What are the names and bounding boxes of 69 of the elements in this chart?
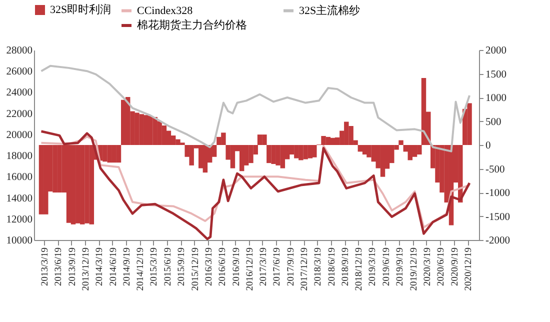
y2-tick-label: -1000 bbox=[486, 188, 510, 199]
x-tick-label: 2013/6/19 bbox=[54, 247, 64, 286]
bar bbox=[66, 145, 72, 223]
y-tick-label: 12000 bbox=[6, 214, 32, 226]
y-tick-label: 24000 bbox=[6, 88, 32, 99]
x-tick-label: 2016/9/19 bbox=[232, 247, 242, 286]
x-tick-label: 2019/9/19 bbox=[396, 247, 406, 286]
x-tick-label: 2015/12/19 bbox=[190, 247, 201, 291]
x-tick-label: 2020/9/19 bbox=[450, 247, 460, 286]
x-tick-label: 2018/9/19 bbox=[341, 247, 352, 286]
x-tick-label: 2014/3/19 bbox=[95, 247, 106, 286]
x-tick-label: 2018/3/19 bbox=[314, 247, 324, 286]
line-series bbox=[40, 130, 471, 240]
x-tick-label: 2020/12/19 bbox=[464, 247, 474, 291]
x-tick-label: 2015/6/19 bbox=[163, 247, 174, 286]
x-tick-label: 2017/3/19 bbox=[258, 247, 269, 286]
bar bbox=[312, 145, 317, 158]
y2-tick-label: -2000 bbox=[486, 236, 510, 246]
y-tick-label: 10000 bbox=[6, 236, 32, 246]
x-tick-label: 2019/12/19 bbox=[409, 247, 420, 291]
y2-tick-label: 1000 bbox=[486, 93, 506, 104]
x-tick-label: 2014/12/19 bbox=[136, 247, 146, 291]
y2-tick-label: 0 bbox=[486, 140, 491, 152]
x-tick-label: 2015/9/19 bbox=[177, 247, 188, 286]
bar bbox=[198, 145, 204, 168]
legend-label: 32S主流棉纱 bbox=[299, 4, 360, 17]
x-tick-label: 2016/12/19 bbox=[246, 247, 256, 291]
bar bbox=[121, 100, 126, 145]
x-tick-label: 2019/3/19 bbox=[368, 247, 378, 286]
bar bbox=[202, 145, 208, 173]
x-tick-label: 2018/6/19 bbox=[327, 247, 338, 286]
x-tick-label: 2017/12/19 bbox=[300, 247, 310, 291]
x-tick-label: 2013/3/19 bbox=[40, 247, 50, 286]
y-tick-label: 22000 bbox=[6, 108, 32, 120]
x-tick-label: 2015/3/19 bbox=[150, 247, 160, 286]
x-tick-label: 2017/9/19 bbox=[286, 247, 297, 286]
x-tick-label: 2016/3/19 bbox=[204, 247, 214, 286]
legend-label: CCindex328 bbox=[137, 4, 194, 17]
y2-tick-label: 2000 bbox=[486, 46, 506, 56]
x-tick-label: 2020/3/19 bbox=[422, 247, 433, 286]
x-tick-label: 2013/12/19 bbox=[82, 247, 92, 291]
y-tick-label: 20000 bbox=[6, 130, 32, 141]
line-series bbox=[40, 64, 471, 152]
x-tick-label: 2014/6/19 bbox=[108, 247, 119, 286]
legend-label: 棉花期货主力合约价格 bbox=[137, 18, 247, 32]
x-tick-label: 2017/6/19 bbox=[272, 247, 283, 286]
y-tick-label: 14000 bbox=[6, 193, 32, 204]
x-tick-label: 2013/9/19 bbox=[68, 247, 78, 286]
bar bbox=[239, 145, 244, 172]
y2-tick-label: 500 bbox=[486, 116, 502, 128]
legend-label: 32S即时利润 bbox=[50, 3, 112, 16]
bar bbox=[358, 145, 363, 152]
line-series bbox=[40, 136, 471, 228]
x-tick-label: 2016/6/19 bbox=[218, 247, 228, 286]
x-tick-label: 2018/12/19 bbox=[354, 247, 365, 291]
y-tick-label: 26000 bbox=[6, 66, 32, 78]
bar bbox=[70, 145, 76, 224]
bar bbox=[38, 145, 44, 214]
y-tick-label: 18000 bbox=[6, 151, 32, 162]
x-tick-label: 2020/6/19 bbox=[436, 247, 447, 286]
y2-tick-label: -1500 bbox=[486, 212, 510, 223]
y-tick-label: 28000 bbox=[6, 46, 32, 56]
bar bbox=[366, 145, 372, 158]
bar bbox=[330, 138, 336, 145]
x-tick-label: 2019/6/19 bbox=[382, 247, 392, 286]
y-tick-label: 16000 bbox=[6, 172, 32, 184]
y2-tick-label: 1500 bbox=[486, 69, 506, 80]
y2-tick-label: -500 bbox=[486, 164, 505, 176]
x-tick-label: 2014/9/19 bbox=[122, 247, 133, 286]
